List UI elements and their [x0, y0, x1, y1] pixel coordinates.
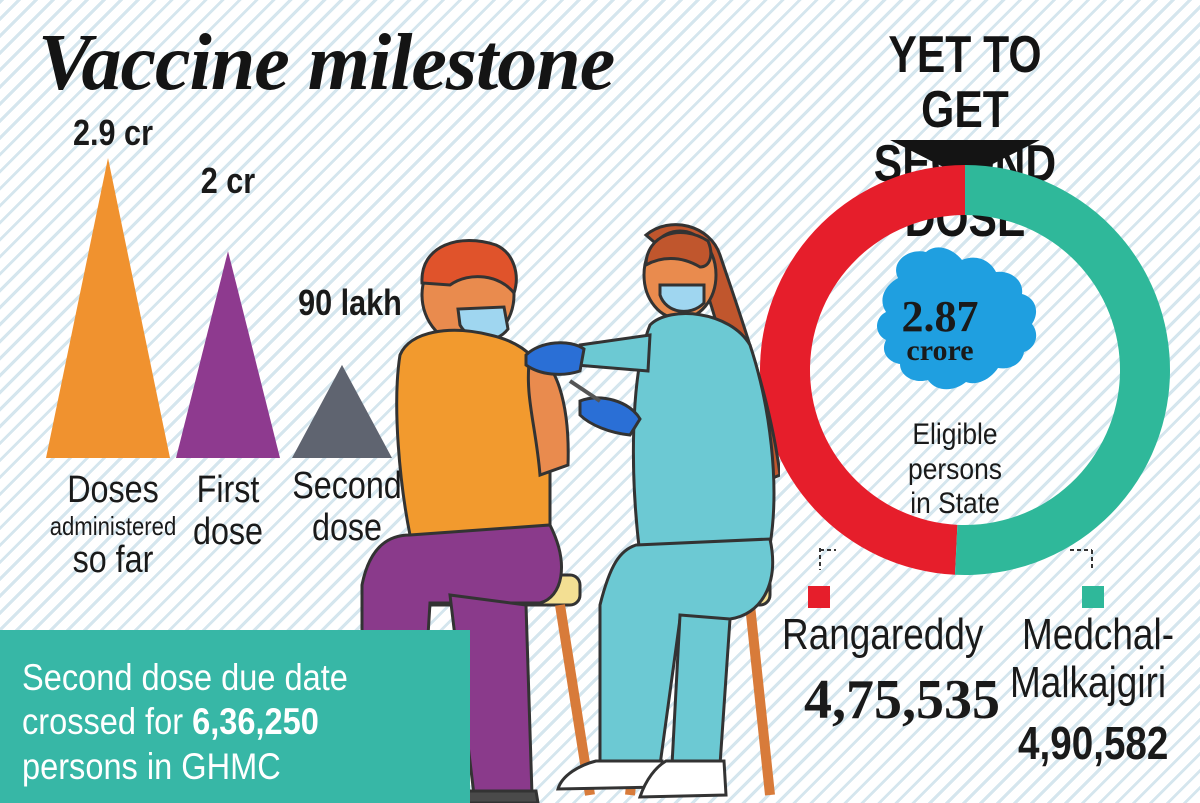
ghmc-text: Second dose due date crossed for 6,36,25…	[22, 656, 480, 789]
ghmc-line2: crossed for 6,36,250	[22, 700, 480, 744]
center-caption-line2: in State	[910, 487, 1000, 520]
donut-slice-rangareddy	[759, 165, 965, 575]
bar-second-dose	[292, 364, 392, 458]
vaccination-illustration	[338, 223, 780, 803]
ghmc-line1: Second dose due date	[22, 657, 348, 698]
category-label-doses: Doses administered so far	[41, 469, 186, 582]
center-value: 2.87	[901, 292, 979, 341]
donut-slice-medchal	[954, 165, 1170, 575]
legend-swatch-medchal	[1082, 586, 1104, 608]
nurse-figure	[524, 223, 780, 799]
district-name-medchal-line1: Medchal-	[1022, 610, 1175, 659]
category-label-first-line1: First	[196, 469, 260, 511]
category-label-doses-line1: Doses	[67, 469, 159, 511]
district-value-rangareddy: 4,75,535	[804, 669, 1000, 731]
legend-swatch-rangareddy	[808, 586, 830, 608]
center-caption-line1: Eligible persons	[908, 418, 1002, 486]
category-label-doses-line3: so far	[72, 539, 154, 582]
category-label-first-line2: dose	[192, 510, 264, 553]
ghmc-line3: persons in GHMC	[22, 745, 281, 787]
category-label-first-dose: First dose	[186, 469, 271, 554]
state-map-icon	[877, 247, 1037, 390]
center-caption: Eligible persons in State	[863, 418, 1048, 522]
district-name-rangareddy: Rangareddy	[782, 610, 984, 659]
value-label-doses: 2.9 cr	[73, 112, 153, 153]
value-label-second-dose: 90 lakh	[298, 282, 402, 323]
center-unit: crore	[906, 334, 974, 367]
category-label-second-line2: dose	[311, 506, 383, 549]
pointer-triangle	[890, 140, 1040, 178]
donut-title-line1: YET TO GET	[888, 26, 1042, 139]
category-label-doses-line2: administered	[49, 510, 177, 541]
district-name-medchal-line2: Malkajgiri	[1010, 658, 1167, 707]
value-label-first-dose: 2 cr	[200, 160, 256, 201]
bar-doses-administered	[46, 158, 170, 458]
category-label-second-line1: Second	[292, 465, 402, 507]
ghmc-banner	[0, 630, 470, 803]
page-title: Vaccine milestone	[38, 19, 615, 107]
donut-chart	[759, 140, 1170, 608]
ghmc-number: 6,36,250	[192, 701, 319, 743]
district-value-medchal: 4,90,582	[1018, 717, 1169, 769]
category-label-second-dose: Second dose	[292, 465, 403, 550]
bar-first-dose	[176, 251, 280, 458]
ghmc-line2-prefix: crossed for	[22, 701, 193, 743]
